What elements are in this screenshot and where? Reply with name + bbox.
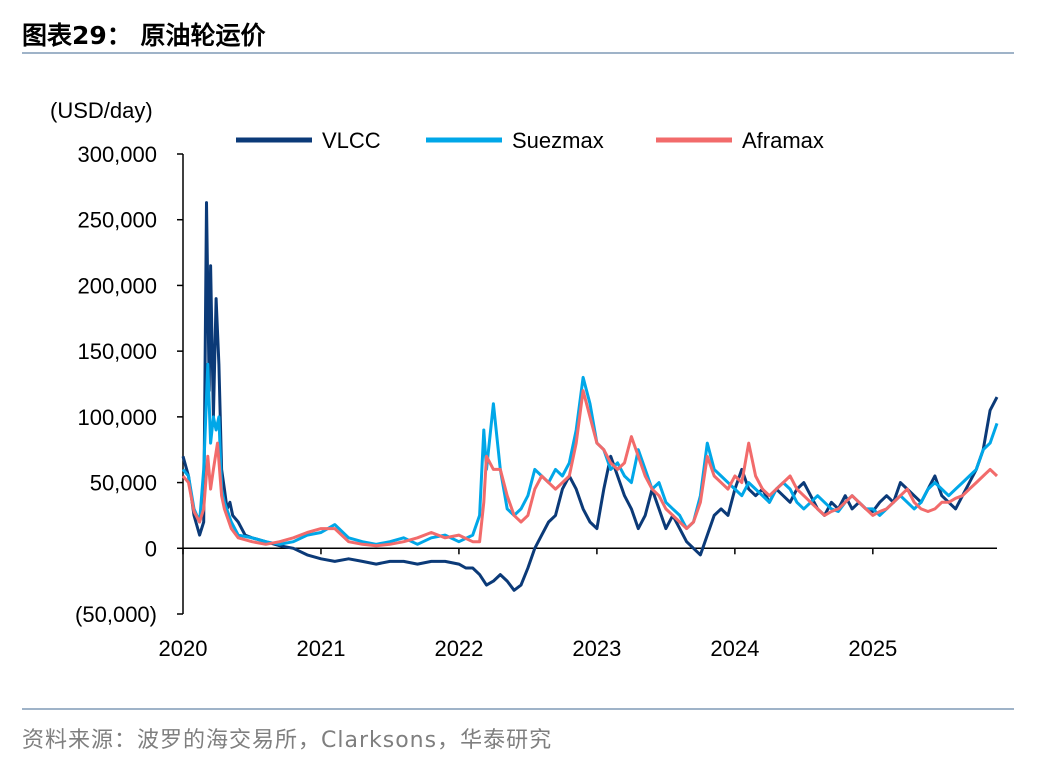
x-tick-label: 2024 bbox=[710, 636, 759, 661]
header-divider bbox=[22, 52, 1014, 54]
figure-title: 图表29： 原油轮运价 bbox=[22, 21, 266, 50]
y-tick-label: 0 bbox=[145, 536, 157, 561]
x-tick-label: 2023 bbox=[572, 636, 621, 661]
y-tick-label: (50,000) bbox=[75, 602, 157, 627]
y-tick-label: 300,000 bbox=[77, 142, 157, 167]
x-tick-label: 2020 bbox=[159, 636, 208, 661]
figure-header: 图表29： 原油轮运价 bbox=[22, 10, 1014, 54]
source-note: 资料来源：波罗的海交易所，Clarksons，华泰研究 bbox=[22, 728, 553, 753]
x-tick-label: 2021 bbox=[296, 636, 345, 661]
y-axis-unit-label: (USD/day) bbox=[50, 98, 153, 123]
legend-label-vlcc: VLCC bbox=[322, 128, 381, 153]
series-lines bbox=[181, 201, 999, 592]
y-tick-label: 100,000 bbox=[77, 405, 157, 430]
y-tick-label: 200,000 bbox=[77, 273, 157, 298]
footer-divider bbox=[22, 708, 1014, 710]
x-axis: 2020 2021 2022 2023 2024 2025 bbox=[159, 547, 997, 661]
x-tick-label: 2022 bbox=[434, 636, 483, 661]
figure-footer: 资料来源：波罗的海交易所，Clarksons，华泰研究 bbox=[22, 708, 1014, 753]
freight-rate-chart: (USD/day) (50,000) 0 50,000 100,000 150,000 2… bbox=[50, 98, 999, 661]
series-line-aframax bbox=[181, 389, 999, 548]
x-tick-label: 2025 bbox=[848, 636, 897, 661]
legend-label-aframax: Aframax bbox=[742, 128, 824, 153]
series-line-suezmax bbox=[181, 362, 999, 546]
legend: VLCC Suezmax Aframax bbox=[236, 128, 824, 153]
y-tick-label: 50,000 bbox=[90, 471, 157, 496]
y-axis: (50,000) 0 50,000 100,000 150,000 200,000 250,… bbox=[75, 142, 184, 627]
legend-label-suezmax: Suezmax bbox=[512, 128, 604, 153]
y-tick-label: 150,000 bbox=[77, 339, 157, 364]
y-tick-label: 250,000 bbox=[77, 208, 157, 233]
